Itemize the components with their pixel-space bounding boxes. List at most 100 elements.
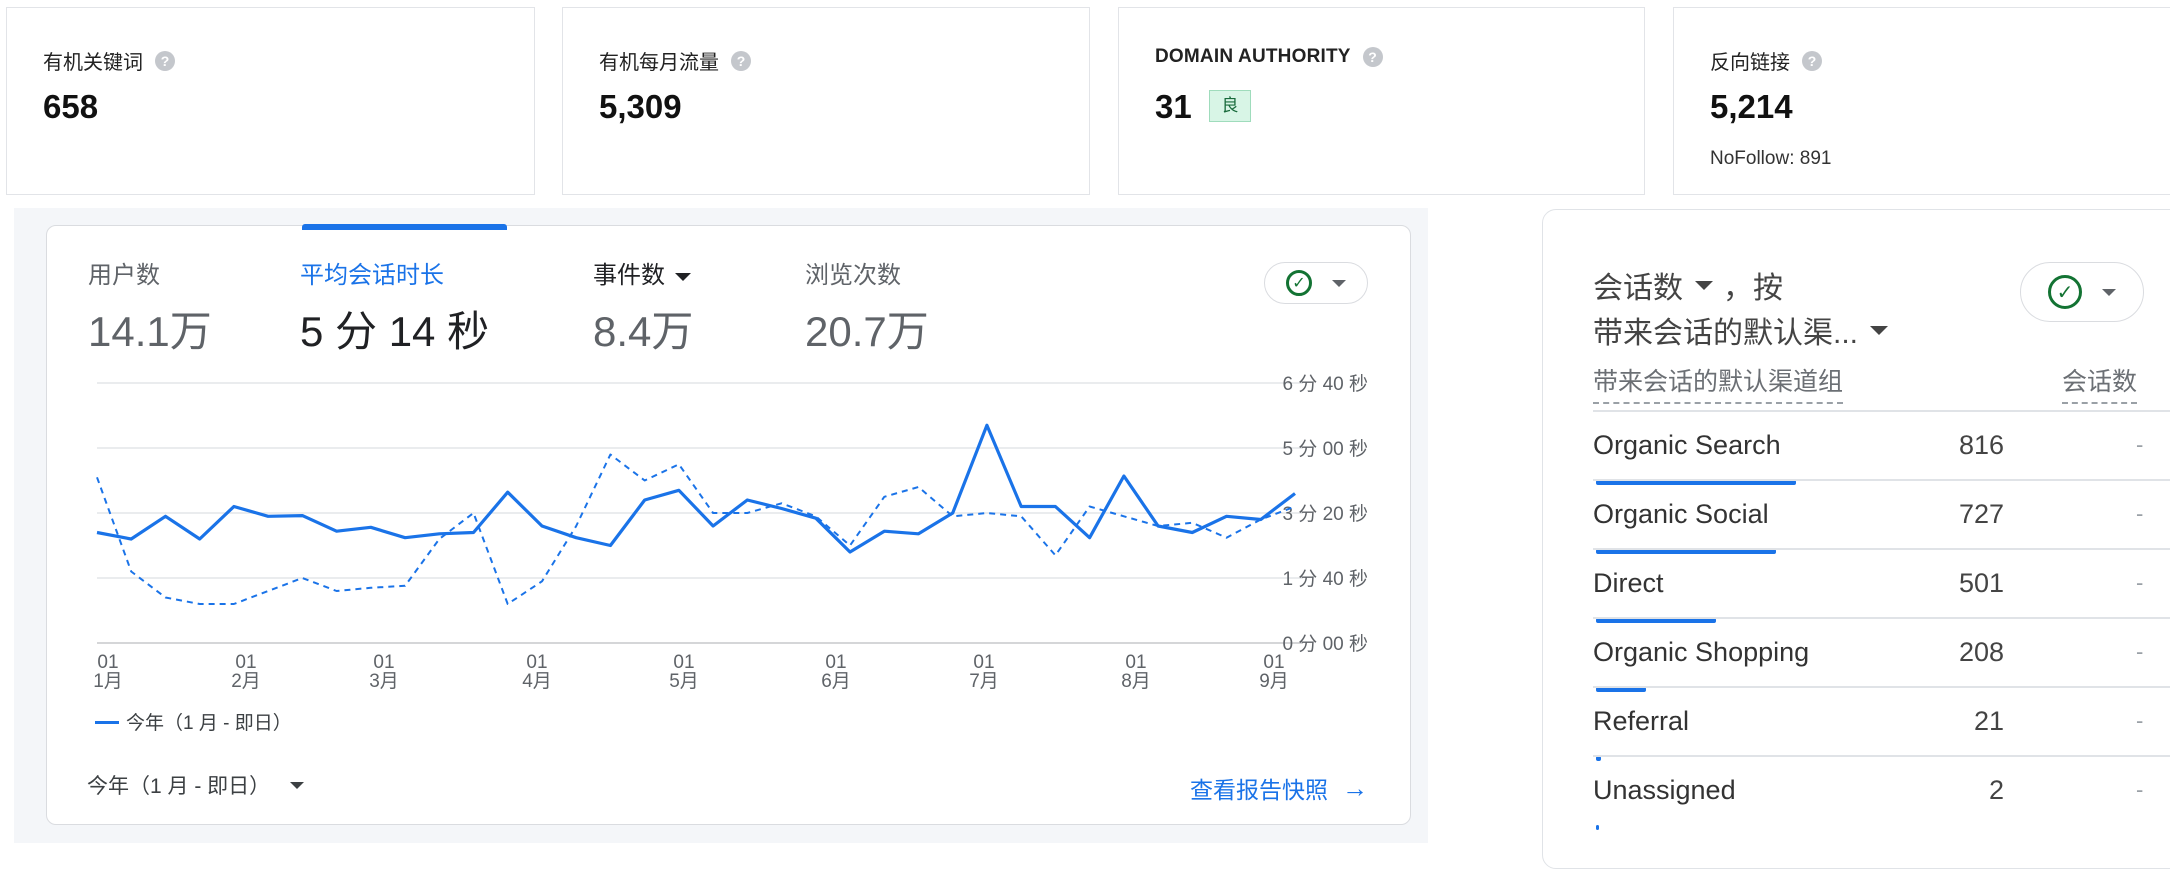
- channel-row-value: 727: [1958, 499, 2004, 529]
- x-tick-day: 01: [373, 652, 394, 673]
- stat-label-text: 有机关键词: [43, 52, 143, 74]
- y-tick-label: 3 分 20 秒: [1282, 503, 1368, 525]
- comparison-series-line: [96, 453, 1296, 605]
- x-tick-day: 01: [235, 652, 256, 673]
- row-divider: [1593, 548, 2170, 550]
- chevron-down-icon[interactable]: [675, 272, 691, 281]
- x-tick-day: 01: [97, 652, 118, 673]
- x-tick-month: 2月: [231, 671, 261, 692]
- metric-tab-users[interactable]: 用户数 14.1万: [88, 255, 212, 359]
- channel-row-label[interactable]: Direct: [1593, 568, 1664, 598]
- series-line: [96, 423, 1296, 554]
- stat-label: DOMAIN AUTHORITY?: [1155, 46, 1383, 68]
- x-tick-day: 01: [673, 652, 694, 673]
- channel-row-placeholder: -: [2136, 432, 2144, 457]
- x-tick-month: 3月: [369, 671, 399, 692]
- chevron-down-icon: [2102, 288, 2116, 296]
- check-circle-icon: ✓: [1286, 270, 1312, 296]
- row-divider: [1593, 479, 2170, 481]
- channel-share-bar: [1596, 480, 1796, 485]
- metric-label: 浏览次数: [805, 262, 901, 289]
- stat-card-domain-authority: DOMAIN AUTHORITY? 31 良: [1118, 7, 1645, 195]
- stat-value: 5,214: [1710, 88, 1793, 125]
- compare-toggle-button[interactable]: ✓: [1264, 262, 1368, 304]
- metric-value: 5 分 14 秒: [300, 308, 490, 355]
- title-metric-text: 会话数: [1593, 272, 1683, 305]
- channel-share-bar: [1596, 618, 1716, 623]
- channels-compare-toggle-button[interactable]: ✓: [2020, 262, 2144, 322]
- metric-value: 20.7万: [805, 308, 929, 355]
- nofollow-note: NoFollow: 891: [1710, 148, 1832, 169]
- stat-label-text: 反向链接: [1710, 52, 1790, 74]
- date-range-selector[interactable]: 今年（1 月 - 即日）: [87, 770, 305, 800]
- x-tick-month: 7月: [969, 671, 999, 692]
- title-by-text: ，按: [1723, 272, 1783, 305]
- check-circle-icon: ✓: [2048, 275, 2082, 309]
- column-header-dimension[interactable]: 带来会话的默认渠道组: [1593, 362, 1844, 404]
- stat-value: 31: [1155, 88, 1192, 125]
- stat-label: 有机关键词?: [43, 46, 175, 75]
- legend-line-swatch: [95, 721, 119, 724]
- channel-row-value: 208: [1958, 637, 2004, 667]
- row-divider: [1593, 410, 2170, 412]
- active-tab-indicator: [302, 224, 507, 230]
- x-tick-month: 4月: [522, 671, 552, 692]
- title-dimension-text: 带来会话的默认渠...: [1593, 317, 1859, 350]
- row-divider: [1593, 617, 2170, 619]
- help-icon[interactable]: ?: [155, 50, 175, 71]
- chevron-down-icon: [290, 781, 305, 789]
- metric-value: 8.4万: [593, 308, 694, 355]
- metric-tab-events[interactable]: 事件数 8.4万: [593, 255, 693, 359]
- metric-label: 事件数: [593, 255, 693, 290]
- chevron-down-icon[interactable]: [1695, 280, 1713, 290]
- stat-value: 658: [43, 88, 99, 125]
- line-chart: 0 分 00 秒 1 分 40 秒 3 分 20 秒 5 分 00 秒 6 分 40 秒…: [93, 373, 1368, 692]
- arrow-right-icon: →: [1342, 773, 1368, 803]
- help-icon[interactable]: ?: [1362, 47, 1383, 67]
- channel-row-value: 501: [1958, 568, 2004, 598]
- row-divider: [1593, 686, 2170, 688]
- channel-row-label[interactable]: Organic Shopping: [1593, 637, 1810, 667]
- channels-title-dimension[interactable]: 带来会话的默认渠...: [1593, 308, 1889, 352]
- channel-row-placeholder: -: [2136, 501, 2144, 526]
- x-tick-day: 01: [825, 652, 846, 673]
- view-report-snapshot-link[interactable]: 查看报告快照 →: [1190, 771, 1368, 805]
- stat-card-backlinks: 反向链接? 5,214 NoFollow: 891: [1673, 7, 2170, 195]
- channel-row-placeholder: -: [2136, 639, 2144, 664]
- stat-label: 有机每月流量?: [599, 46, 751, 75]
- x-tick-day: 01: [1125, 652, 1146, 673]
- stat-label: 反向链接?: [1710, 46, 1822, 75]
- column-header-sessions[interactable]: 会话数: [2062, 362, 2138, 404]
- chevron-down-icon: [1332, 279, 1346, 287]
- channel-share-bar: [1596, 687, 1646, 692]
- help-icon[interactable]: ?: [731, 50, 751, 71]
- metric-label: 平均会话时长: [300, 262, 444, 289]
- x-tick-month: 8月: [1121, 671, 1151, 692]
- y-tick-label: 6 分 40 秒: [1282, 373, 1368, 395]
- channel-row-placeholder: -: [2136, 570, 2144, 595]
- help-icon[interactable]: ?: [1802, 50, 1822, 71]
- date-range-label: 今年（1 月 - 即日）: [87, 775, 271, 798]
- channel-row-label[interactable]: Referral: [1593, 706, 1690, 736]
- channel-row-label[interactable]: Unassigned: [1593, 775, 1736, 805]
- x-tick-day: 01: [1263, 652, 1284, 673]
- channels-title-metric[interactable]: 会话数 ，按: [1593, 263, 1783, 307]
- channel-row-label[interactable]: Organic Social: [1593, 499, 1769, 529]
- metric-tab-avg-session-duration[interactable]: 平均会话时长 5 分 14 秒: [300, 255, 489, 359]
- stat-value: 5,309: [599, 88, 682, 125]
- y-tick-label: 0 分 00 秒: [1282, 633, 1368, 655]
- channel-row-value: 816: [1958, 430, 2004, 460]
- channel-share-bar: [1596, 756, 1601, 761]
- y-tick-label: 5 分 00 秒: [1282, 438, 1368, 460]
- channel-share-bar: [1596, 549, 1776, 554]
- legend-label: 今年（1 月 - 即日）: [126, 713, 292, 734]
- chevron-down-icon[interactable]: [1870, 325, 1889, 335]
- channel-row-label[interactable]: Organic Search: [1593, 430, 1781, 460]
- y-tick-label: 1 分 40 秒: [1282, 568, 1368, 590]
- metric-label: 用户数: [88, 262, 160, 289]
- stat-card-organic-traffic: 有机每月流量? 5,309: [562, 7, 1090, 195]
- metric-tab-pageviews[interactable]: 浏览次数 20.7万: [805, 255, 929, 359]
- x-tick-month: 9月: [1259, 671, 1289, 692]
- row-divider: [1593, 755, 2170, 757]
- channel-row-placeholder: -: [2136, 708, 2144, 733]
